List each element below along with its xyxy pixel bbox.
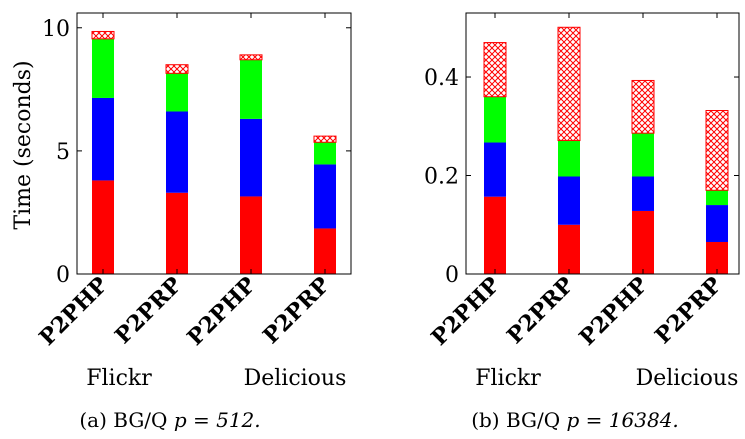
bar-segment-0-2 <box>92 38 114 98</box>
bar-segment-1-1 <box>558 176 580 225</box>
caption-b-math: p = 16384. <box>567 408 679 432</box>
bar-segment-0-0 <box>92 180 114 274</box>
bar-segment-0-3 <box>91 30 115 40</box>
bar-segment-1-3 <box>557 26 581 142</box>
plot-frame-b <box>465 12 740 275</box>
category-label-2: P2PHP <box>182 272 261 351</box>
y-ticks-b: 0 0.2 0.4 <box>424 66 739 288</box>
group-label-flickr-b: Flickr <box>475 366 541 391</box>
bar-segment-2-0 <box>632 210 654 274</box>
group-label-delicious-a: Delicious <box>244 366 347 391</box>
caption-a: (a) BG/Q p = 512. <box>79 408 260 432</box>
caption-a-math: p = 512. <box>174 408 261 432</box>
bar-segment-1-2 <box>558 140 580 177</box>
bar-segment-0-0 <box>484 196 506 274</box>
caption-b-prefix: (b) BG/Q <box>471 408 566 432</box>
caption-a-prefix: (a) BG/Q <box>79 408 173 432</box>
bar-segment-1-0 <box>166 192 188 274</box>
bar-segment-3-3 <box>313 135 337 143</box>
bar-segment-2-3 <box>631 79 655 134</box>
y-tick-label-1: 5 <box>56 140 70 165</box>
bar-segment-0-3 <box>483 42 507 98</box>
y-tick-label-2: 0.4 <box>424 66 459 91</box>
bar-segment-1-3 <box>165 64 189 74</box>
y-tick-label-0: 0 <box>445 263 459 288</box>
bar-segment-2-3 <box>239 54 263 61</box>
bar-segment-2-1 <box>632 176 654 211</box>
category-label-2: P2PHP <box>574 272 653 351</box>
y-ticks-a: 0 5 10 <box>42 17 351 288</box>
plot-frame-a <box>76 12 352 275</box>
bar-segment-2-2 <box>240 59 262 119</box>
caption-b: (b) BG/Q p = 16384. <box>471 408 679 432</box>
bar-segment-0-2 <box>484 96 506 143</box>
bar-segment-0-1 <box>92 97 114 181</box>
bar-segment-1-1 <box>166 111 188 193</box>
group-label-flickr-a: Flickr <box>86 366 152 391</box>
bar-segment-2-0 <box>240 196 262 274</box>
category-label-0: P2PHP <box>34 272 113 351</box>
bar-segment-1-2 <box>166 73 188 112</box>
bars-b <box>483 26 729 274</box>
category-label-3: P2PRP <box>258 272 335 349</box>
bar-segment-3-0 <box>314 228 336 274</box>
category-label-1: P2PRP <box>502 272 579 349</box>
y-tick-label-2: 10 <box>42 17 70 42</box>
bar-segment-1-0 <box>558 224 580 274</box>
category-label-1: P2PRP <box>110 272 187 349</box>
bar-segment-3-2 <box>706 190 728 206</box>
bars-a <box>91 30 337 274</box>
bar-segment-3-2 <box>314 142 336 165</box>
bar-segment-0-1 <box>484 142 506 197</box>
bar-segment-3-3 <box>705 110 729 191</box>
group-label-delicious-b: Delicious <box>636 366 739 391</box>
y-tick-label-1: 0.2 <box>424 165 459 190</box>
bar-segment-2-1 <box>240 118 262 197</box>
y-tick-label-0: 0 <box>56 263 70 288</box>
category-label-3: P2PRP <box>650 272 727 349</box>
bar-segment-2-2 <box>632 133 654 177</box>
y-axis-label: Time (seconds) <box>11 60 36 229</box>
bar-segment-3-0 <box>706 241 728 274</box>
bar-segment-3-1 <box>706 205 728 242</box>
bar-segment-3-1 <box>314 164 336 229</box>
category-label-0: P2PHP <box>426 272 505 351</box>
